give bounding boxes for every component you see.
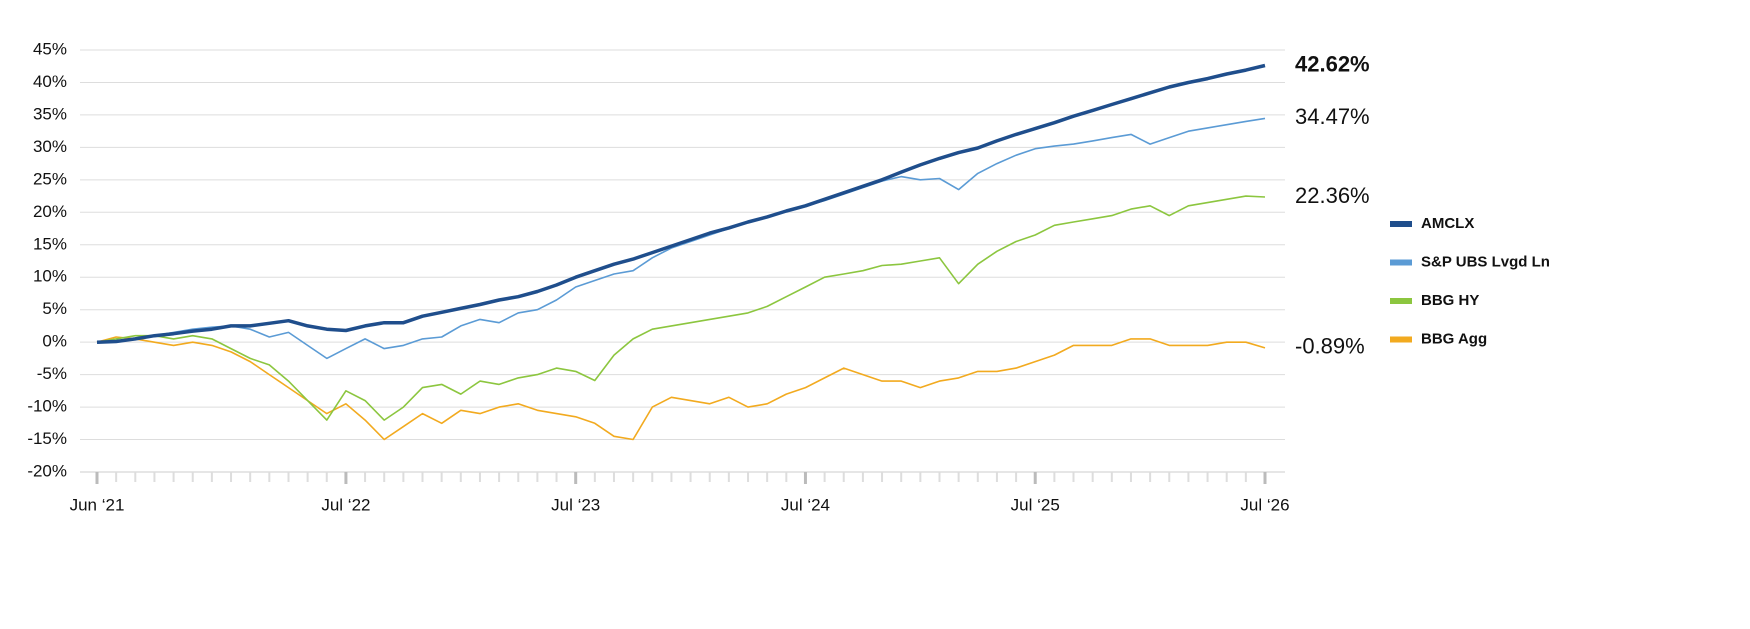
- series-line: [96, 63, 1266, 344]
- legend-swatch: [1390, 259, 1412, 266]
- y-tick-label: 25%: [33, 169, 67, 188]
- legend-label: BBG HY: [1421, 292, 1479, 309]
- legend-label: S&P UBS Lvgd Ln: [1421, 253, 1550, 270]
- series-line: [96, 117, 1266, 360]
- end-label: 42.62%: [1295, 51, 1370, 76]
- x-tick-label: Jul ‘26: [1240, 495, 1289, 514]
- y-tick-label: 5%: [42, 299, 67, 318]
- y-tick-label: 15%: [33, 234, 67, 253]
- y-tick-label: -5%: [37, 364, 67, 383]
- y-tick-label: -20%: [27, 461, 67, 480]
- y-tick-label: 45%: [33, 39, 67, 58]
- end-label: 22.36%: [1295, 183, 1370, 208]
- legend-swatch: [1390, 298, 1412, 304]
- legend-label: BBG Agg: [1421, 330, 1487, 347]
- end-label: -0.89%: [1295, 334, 1365, 359]
- x-tick-label: Jul ‘24: [781, 495, 830, 514]
- y-tick-label: -15%: [27, 429, 67, 448]
- y-tick-label: 0%: [42, 332, 67, 351]
- legend-swatch: [1390, 221, 1412, 227]
- y-tick-label: 20%: [33, 202, 67, 221]
- y-tick-label: -10%: [27, 397, 67, 416]
- series-line: [96, 336, 1266, 441]
- y-tick-label: 30%: [33, 137, 67, 156]
- legend-swatch: [1390, 336, 1412, 343]
- x-tick-label: Jul ‘22: [321, 495, 370, 514]
- series-line: [96, 195, 1266, 421]
- x-tick-label: Jun ‘21: [70, 495, 125, 514]
- y-tick-label: 40%: [33, 72, 67, 91]
- legend-label: AMCLX: [1421, 215, 1474, 232]
- end-label: 34.47%: [1295, 104, 1370, 129]
- x-tick-label: Jul ‘25: [1011, 495, 1060, 514]
- x-tick-label: Jul ‘23: [551, 495, 600, 514]
- y-tick-label: 10%: [33, 267, 67, 286]
- y-tick-label: 35%: [33, 104, 67, 123]
